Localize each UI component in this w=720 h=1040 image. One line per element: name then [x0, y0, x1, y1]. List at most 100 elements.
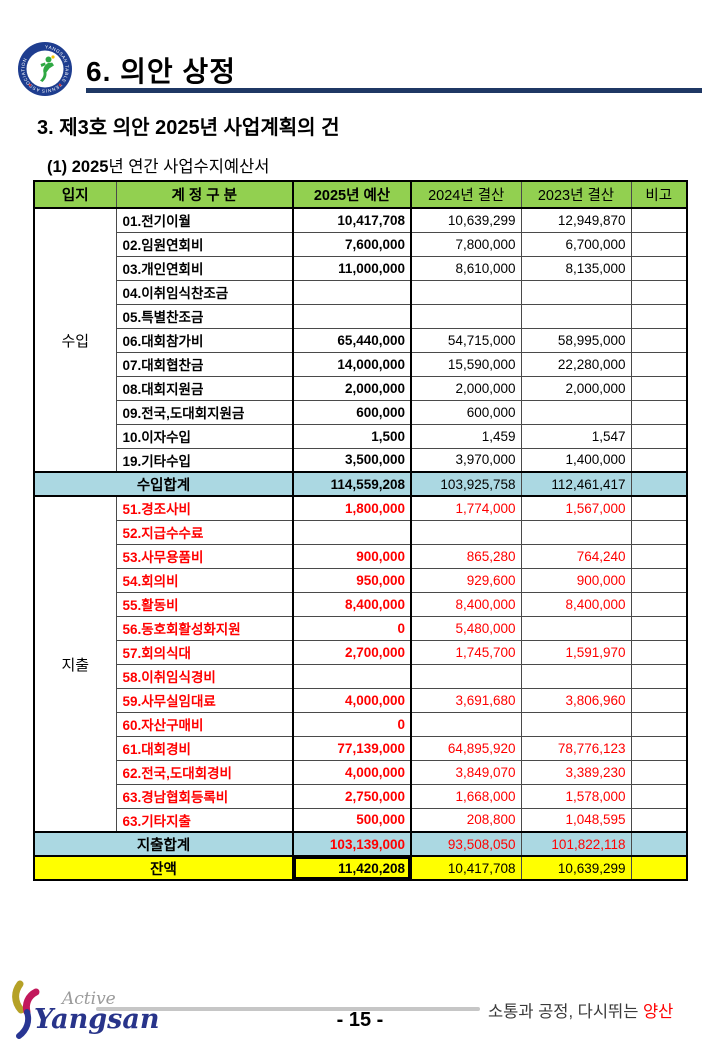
account-cell: 03.개인연회비: [115, 255, 294, 281]
budget-2025-cell: 114,559,208: [292, 471, 412, 497]
result-2024-cell: 8,610,000: [410, 255, 522, 281]
result-2024-cell: 8,400,000: [410, 591, 522, 617]
budget-2025-cell: 600,000: [292, 399, 412, 425]
result-2023-cell: 10,639,299: [520, 855, 632, 881]
group-cell: 수입: [33, 207, 117, 473]
result-2024-cell: 2,000,000: [410, 375, 522, 401]
total-label-cell: 지출합계: [33, 831, 294, 857]
remark-cell: [630, 567, 688, 593]
table-row: 62.전국,도대회경비 4,000,000 3,849,070 3,389,230: [34, 759, 688, 785]
budget-2025-cell: [292, 663, 412, 689]
col-header-group: 입지: [33, 180, 117, 209]
slogan-text: 소통과 공정, 다시뛰는: [488, 1003, 643, 1021]
remark-cell: [630, 207, 688, 233]
budget-2025-cell: 0: [292, 711, 412, 737]
total-row: 수입합계 114,559,208 103,925,758 112,461,417: [33, 471, 688, 497]
remark-cell: [630, 495, 688, 521]
result-2023-cell: [520, 615, 632, 641]
budget-2025-cell: [292, 303, 412, 329]
table-row: 09.전국,도대회지원금 600,000 600,000: [34, 399, 688, 425]
col-header-2024-result: 2024년 결산: [410, 180, 522, 209]
table-row: 58.이취임식경비: [34, 663, 688, 689]
result-2023-cell: 2,000,000: [520, 375, 632, 401]
remark-cell: [630, 735, 688, 761]
account-cell: 55.활동비: [115, 591, 294, 617]
budget-2025-cell: 900,000: [292, 543, 412, 569]
result-2023-cell: 112,461,417: [520, 471, 632, 497]
remark-cell: [630, 591, 688, 617]
account-cell: 04.이취임식찬조금: [115, 279, 294, 305]
result-2024-cell: 93,508,050: [410, 831, 522, 857]
budget-2025-cell: 500,000: [292, 807, 412, 833]
result-2024-cell: 10,417,708: [410, 855, 522, 881]
footer-divider-line: [96, 1007, 480, 1011]
budget-2025-cell: 2,000,000: [292, 375, 412, 401]
budget-2025-cell: 14,000,000: [292, 351, 412, 377]
table-row: 63.기타지출 500,000 208,800 1,048,595: [34, 807, 688, 833]
result-2024-cell: 64,895,920: [410, 735, 522, 761]
sub-heading: (1) 2025년 연간 사업수지예산서: [47, 153, 269, 177]
result-2024-cell: 1,668,000: [410, 783, 522, 809]
logo-active-text: Active: [60, 989, 116, 1009]
remark-cell: [630, 615, 688, 641]
result-2023-cell: 1,591,970: [520, 639, 632, 665]
budget-2025-cell: 11,420,208: [292, 855, 412, 881]
remark-cell: [630, 255, 688, 281]
result-2023-cell: 1,547: [520, 423, 632, 449]
remark-cell: [630, 327, 688, 353]
table-row: 56.동호회활성화지원 0 5,480,000: [34, 615, 688, 641]
account-cell: 51.경조사비: [115, 495, 294, 521]
remark-cell: [630, 807, 688, 833]
table-row: 63.경남협회등록비 2,750,000 1,668,000 1,578,000: [34, 783, 688, 809]
footer-slogan: 소통과 공정, 다시뛰는 양산: [488, 998, 713, 1022]
result-2024-cell: [410, 663, 522, 689]
table-row: 19.기타수입 3,500,000 3,970,000 1,400,000: [34, 447, 688, 473]
result-2024-cell: 3,849,070: [410, 759, 522, 785]
budget-2025-cell: 4,000,000: [292, 759, 412, 785]
remark-cell: [630, 471, 688, 497]
account-cell: 09.전국,도대회지원금: [115, 399, 294, 425]
result-2024-cell: 208,800: [410, 807, 522, 833]
result-2024-cell: 7,800,000: [410, 231, 522, 257]
result-2023-cell: 1,567,000: [520, 495, 632, 521]
table-row: 53.사무용품비 900,000 865,280 764,240: [34, 543, 688, 569]
sub-heading-number: (1) 2025: [47, 158, 109, 176]
agenda-heading: 3. 제3호 의안 2025년 사업계획의 건: [37, 117, 340, 139]
remark-cell: [630, 639, 688, 665]
result-2024-cell: 1,745,700: [410, 639, 522, 665]
budget-2025-cell: 103,139,000: [292, 831, 412, 857]
result-2023-cell: 1,578,000: [520, 783, 632, 809]
remark-cell: [630, 783, 688, 809]
account-cell: 54.회의비: [115, 567, 294, 593]
title-underline: [86, 88, 702, 93]
result-2023-cell: 764,240: [520, 543, 632, 569]
account-cell: 62.전국,도대회경비: [115, 759, 294, 785]
budget-2025-cell: 1,500: [292, 423, 412, 449]
table-row: 10.이자수입 1,500 1,459 1,547: [34, 423, 688, 449]
result-2024-cell: [410, 711, 522, 737]
result-2023-cell: [520, 399, 632, 425]
account-cell: 59.사무실임대료: [115, 687, 294, 713]
col-header-account: 계 정 구 분: [115, 180, 294, 209]
result-2023-cell: 58,995,000: [520, 327, 632, 353]
remark-cell: [630, 543, 688, 569]
result-2023-cell: 12,949,870: [520, 207, 632, 233]
result-2023-cell: [520, 279, 632, 305]
account-cell: 57.회의식대: [115, 639, 294, 665]
budget-2025-cell: 4,000,000: [292, 687, 412, 713]
table-row: 61.대회경비 77,139,000 64,895,920 78,776,123: [34, 735, 688, 761]
result-2024-cell: [410, 519, 522, 545]
col-header-2023-result: 2023년 결산: [520, 180, 632, 209]
result-2023-cell: 900,000: [520, 567, 632, 593]
result-2024-cell: 929,600: [410, 567, 522, 593]
table-body: 수입 01.전기이월 10,417,708 10,639,299 12,949,870 0…: [33, 207, 688, 881]
slogan-highlight: 양산: [642, 1003, 674, 1021]
result-2024-cell: 3,970,000: [410, 447, 522, 473]
account-cell: 06.대회참가비: [115, 327, 294, 353]
budget-table: 입지 계 정 구 분 2025년 예산 2024년 결산 2023년 결산 비고 수입 01…: [33, 180, 688, 881]
table-row: 52.지급수수료: [34, 519, 688, 545]
table-row: 수입 01.전기이월 10,417,708 10,639,299 12,949,870: [33, 207, 688, 473]
result-2024-cell: 54,715,000: [410, 327, 522, 353]
table-row: 60.자산구매비 0: [34, 711, 688, 737]
